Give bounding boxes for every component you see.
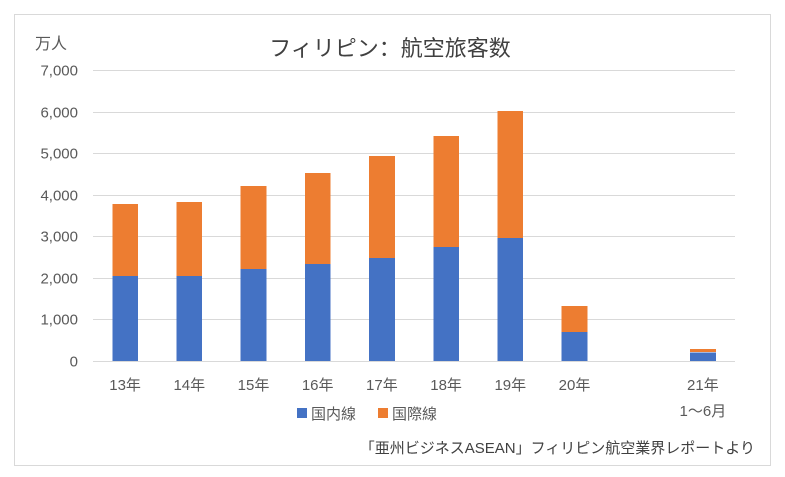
legend: 国内線 国際線 (297, 406, 437, 423)
y-tick-labels: 0 1,000 2,000 3,000 4,000 5,000 6,000 7,000 (40, 63, 78, 371)
bar-segment-s1-c2 (240, 186, 267, 270)
bar-segment-s0-c7 (561, 331, 588, 361)
y-tick-label: 1,000 (40, 312, 78, 329)
bar-segment-s1-c4 (369, 156, 395, 258)
legend-swatch-domestic (297, 408, 307, 418)
source-note: 「亜州ビジネスASEAN」フィリピン航空業界レポートより (360, 440, 755, 457)
y-tick-label: 7,000 (40, 63, 78, 80)
bar-segment-s1-c1 (176, 201, 203, 276)
bar-segment-s1-c6 (497, 111, 524, 238)
bar-segment-s0-c3 (304, 264, 331, 361)
x-tick-label: 13年 (109, 377, 141, 394)
bar-segment-s1-c0 (112, 203, 138, 276)
legend-label-international: 国際線 (392, 406, 437, 423)
x-tick-label: 14年 (173, 377, 205, 394)
bar-segment-s0-c4 (369, 257, 395, 361)
bar-segment-s0-c9 (690, 352, 716, 361)
y-tick-label: 5,000 (40, 146, 78, 163)
x-tick-label: 19年 (494, 377, 526, 394)
bar-segment-s0-c0 (112, 275, 138, 361)
legend-label-domestic: 国内線 (311, 406, 356, 423)
bar-segment-s1-c3 (304, 173, 331, 265)
bar-segment-s0-c1 (176, 275, 203, 361)
bar-segment-s1-c7 (561, 306, 588, 332)
x-tick-labels: 13年 14年 15年 16年 17年 18年 19年 20年 21年 1〜6月 (109, 377, 726, 420)
bar-segment-s1-c9 (690, 348, 716, 353)
y-tick-label: 4,000 (40, 188, 78, 205)
bar-segment-s0-c5 (433, 247, 459, 361)
x-tick-label: 15年 (238, 377, 270, 394)
bar-segment-s1-c5 (433, 136, 459, 248)
x-tick-label: 20年 (559, 377, 591, 394)
x-tick-label: 16年 (302, 377, 334, 394)
chart-title: フィリピン：航空旅客数 (269, 36, 511, 61)
legend-swatch-international (378, 408, 388, 418)
y-tick-label: 3,000 (40, 229, 78, 246)
y-tick-label: 6,000 (40, 105, 78, 122)
x-tick-label: 18年 (430, 377, 462, 394)
bars (112, 111, 716, 361)
x-tick-sublabel: 1〜6月 (680, 403, 727, 420)
bar-segment-s0-c2 (240, 269, 267, 361)
y-axis-unit-label: 万人 (35, 35, 67, 53)
bar-segment-s0-c6 (497, 237, 524, 361)
x-tick-label: 17年 (366, 377, 398, 394)
y-tick-label: 0 (70, 354, 78, 371)
y-tick-label: 2,000 (40, 271, 78, 288)
x-tick-label: 21年 (687, 377, 719, 394)
